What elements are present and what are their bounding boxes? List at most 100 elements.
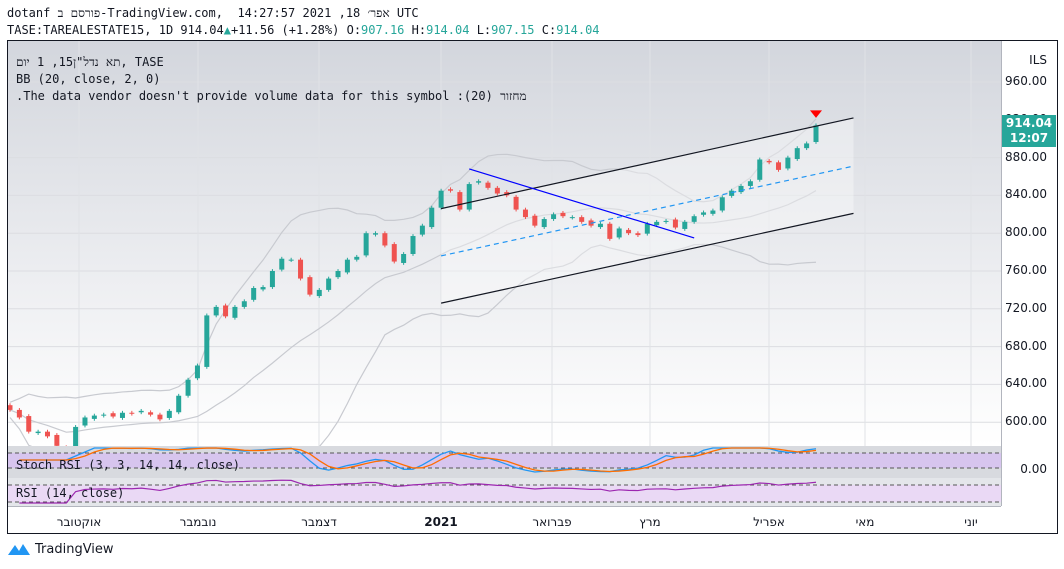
time-tick: מרץ (639, 515, 661, 529)
candle-body (494, 187, 500, 194)
candle-body (391, 244, 397, 262)
legend-symbol: תא נדל"ן15, 1 יום, TASE (16, 55, 164, 69)
candle-body (635, 233, 641, 236)
candle-body (54, 434, 60, 446)
candle-body (438, 190, 444, 208)
candle-body (176, 395, 182, 413)
candle-body (73, 426, 79, 453)
brand-name: TradingView (35, 541, 114, 557)
candle-body (804, 143, 810, 149)
time-tick: 2021 (424, 515, 458, 529)
symbol-info: TASE:TAREALESTATE15, 1D 914.04▲+11.56 (+… (7, 23, 600, 37)
candle-body (701, 212, 707, 215)
time-tick: אוקטובר (56, 515, 102, 529)
candle-body (476, 181, 482, 183)
price-tick: 600.00 (1005, 414, 1047, 429)
trendline (469, 168, 695, 239)
low-value: 907.15 (491, 23, 535, 37)
candle-body (129, 412, 135, 414)
candle-body (626, 229, 632, 234)
open-label: O: (346, 23, 362, 37)
candle-body (457, 192, 463, 210)
candle-body (738, 185, 744, 193)
candle-body (251, 288, 257, 300)
candle-body (719, 197, 725, 211)
bb-upper (9, 118, 817, 403)
price-tick: 640.00 (1005, 376, 1047, 391)
stoch-d-line (19, 447, 817, 473)
candle-body (691, 216, 697, 222)
candle-body (26, 416, 32, 432)
candle-body (44, 431, 50, 437)
price-tick: 720.00 (1005, 300, 1047, 315)
candle-body (616, 228, 622, 238)
candle-body (119, 412, 125, 418)
candle-body (298, 259, 304, 279)
sell-signal-icon (810, 110, 822, 118)
candle-body (157, 414, 163, 420)
time-axis[interactable]: אוקטובר נובמבר דצמבר 2021 פברואר מרץ אפריל מאי י… (8, 506, 1001, 533)
candle-body (401, 253, 407, 263)
high-label: H: (411, 23, 427, 37)
candle-body (110, 413, 116, 417)
price-tick: 800.00 (1005, 225, 1047, 240)
candle-body (307, 277, 313, 295)
candle-body (335, 271, 341, 278)
price-pane[interactable] (8, 41, 1001, 446)
candle-body (419, 225, 425, 235)
tradingview-logo-icon (8, 544, 30, 555)
candle-body (551, 214, 557, 220)
candle-body (213, 306, 219, 316)
candle-body (138, 410, 144, 413)
time-tick: מאי (855, 515, 875, 529)
price-tick: 760.00 (1005, 263, 1047, 277)
rsi-line (19, 479, 817, 504)
candle-body (288, 259, 294, 261)
candle-body (223, 305, 229, 317)
candle-body (260, 287, 266, 290)
candle-body (344, 259, 350, 273)
price-tick: 960.00 (1005, 74, 1047, 88)
channel-lower (440, 212, 854, 304)
candle-body (569, 217, 575, 219)
legend-rsi: RSI (14, close) (16, 486, 125, 500)
candle-body (194, 365, 200, 379)
candle-body (279, 258, 285, 270)
candle-body (82, 417, 88, 426)
time-tick: נובמבר (179, 515, 217, 529)
change: +11.56 (+1.28%) (230, 23, 340, 37)
legend-bb: BB (20, close, 2, 0) (16, 72, 161, 86)
triangle-up-icon: ▲ (223, 23, 231, 37)
candle-body (672, 219, 678, 228)
last-price: 914.04 (1005, 116, 1053, 130)
chart-frame[interactable]: תא נדל"ן15, 1 יום, TASE BB (20, close, 2… (7, 40, 1058, 534)
legend-stoch-rsi: Stoch RSI (3, 3, 14, 14, close) (16, 458, 240, 472)
candle-body (354, 256, 360, 260)
candle-body (91, 415, 97, 419)
close-label: C: (541, 23, 557, 37)
candle-body (607, 223, 613, 239)
candle-body (560, 212, 566, 217)
candle-body (363, 233, 369, 256)
candle-body (382, 233, 388, 246)
candle-body (232, 306, 238, 318)
candle-body (729, 190, 735, 196)
tradingview-logo[interactable]: TradingView (7, 541, 114, 557)
candle-body (166, 410, 172, 418)
high-value: 914.04 (426, 23, 470, 37)
chart-canvas[interactable] (8, 41, 1001, 506)
price-axis[interactable]: ILS 600.00 640.00 680.00 720.00 760.00 800.00… (1001, 41, 1057, 506)
open-value: 907.16 (361, 23, 405, 37)
candle-body (373, 233, 379, 235)
price-tick: 680.00 (1005, 338, 1047, 353)
candle-body (813, 125, 819, 143)
low-label: L: (476, 23, 492, 37)
candle-body (710, 210, 716, 214)
candle-body (326, 278, 332, 290)
channel-midline (440, 165, 854, 257)
candle-body (466, 184, 472, 210)
candle-body (644, 223, 650, 234)
candle-body (682, 221, 688, 229)
currency-label: ILS (1029, 53, 1047, 67)
candle-body (654, 221, 660, 226)
